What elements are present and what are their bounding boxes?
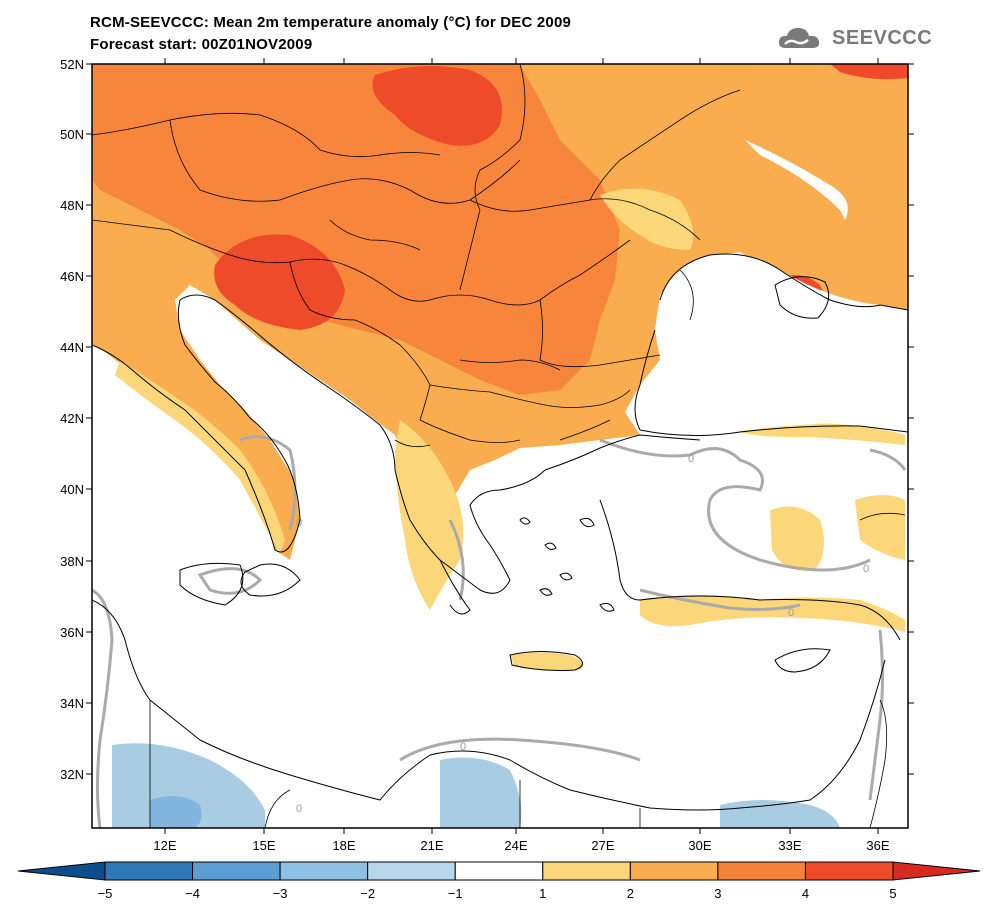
colorbar-box xyxy=(629,861,719,881)
lon-tick-label: 27E xyxy=(591,838,614,853)
lat-tick-label: 48N xyxy=(60,198,84,213)
colorbar-label: −1 xyxy=(448,886,463,901)
slight-warm-ukraine xyxy=(600,188,694,250)
colorbar-label: 1 xyxy=(539,886,546,901)
slight-warm-anatolia-east xyxy=(855,495,905,560)
colorbar-box xyxy=(367,861,456,881)
colorbar-label: 5 xyxy=(889,886,896,901)
contour-label: 0 xyxy=(863,563,869,575)
lon-tick-label: 36E xyxy=(866,838,889,853)
lat-tick-label: 52N xyxy=(60,57,84,72)
seevccc-logo: SEEVCCC xyxy=(776,24,932,52)
lat-tick-label: 36N xyxy=(60,625,84,640)
strong-warm-region xyxy=(92,64,620,395)
colorbar-label: −2 xyxy=(360,886,375,901)
lat-tick-label: 34N xyxy=(60,696,84,711)
colder-anomaly-libya xyxy=(150,796,202,828)
colorbar: −5 −4 −3 −2 −1 1 2 3 4 5 xyxy=(17,861,981,901)
slight-warm-crete xyxy=(510,652,584,671)
lon-tick-label: 30E xyxy=(688,838,711,853)
map-frame xyxy=(91,63,909,829)
colorbar-label: 2 xyxy=(627,886,634,901)
cloud-icon xyxy=(778,28,820,48)
colorbar-box xyxy=(104,861,194,881)
colorbar-label: 3 xyxy=(714,886,721,901)
colorbar-label: −4 xyxy=(185,886,200,901)
lat-tick-label: 44N xyxy=(60,340,84,355)
colorbar-box xyxy=(804,861,894,881)
lon-tick-label: 15E xyxy=(252,838,275,853)
map-area: 0 0 0 0 0 0 xyxy=(92,64,908,828)
contour-label: 0 xyxy=(460,741,466,753)
slight-warm-greece xyxy=(395,420,464,610)
map-title: RCM-SEEVCCC: Mean 2m temperature anomaly… xyxy=(90,14,572,31)
contour-label: 0 xyxy=(688,453,694,465)
colorbar-label: 4 xyxy=(802,886,809,901)
white-patch-ukraine xyxy=(745,140,848,220)
contour-label: 0 xyxy=(296,803,302,815)
hot-spot-pannonia xyxy=(214,234,345,330)
zero-contours xyxy=(92,435,907,828)
hot-spot-northeast xyxy=(830,64,908,80)
lon-tick-label: 18E xyxy=(332,838,355,853)
lat-tick-label: 40N xyxy=(60,482,84,497)
lat-tick-label: 38N xyxy=(60,554,84,569)
colorbar-box xyxy=(454,861,544,881)
adriatic-sea xyxy=(180,300,382,490)
lon-tick-label: 21E xyxy=(420,838,443,853)
latitude-axis: 52N 50N 48N 46N 44N 42N 40N 38N 36N 34N 32N xyxy=(60,57,914,782)
coastlines xyxy=(92,253,908,811)
colorbar-box xyxy=(542,861,631,881)
logo-text: SEEVCCC xyxy=(832,26,933,49)
longitude-axis: 12E 15E 18E 21E 24E 27E 30E 33E 36E xyxy=(153,58,890,853)
slight-warm-italy xyxy=(115,360,285,555)
lat-tick-label: 42N xyxy=(60,411,84,426)
contour-label: 0 xyxy=(788,607,794,619)
lon-tick-label: 12E xyxy=(153,838,176,853)
forecast-start-label: Forecast start: 00Z01NOV2009 xyxy=(90,36,313,53)
colorbar-box xyxy=(717,861,806,881)
black-sea xyxy=(630,254,908,441)
slight-warm-anatolia xyxy=(770,506,824,571)
colorbar-box xyxy=(192,861,281,881)
colorbar-label: −3 xyxy=(273,886,288,901)
lat-tick-label: 32N xyxy=(60,767,84,782)
lat-tick-label: 50N xyxy=(60,127,84,142)
colorbar-right-arrow xyxy=(892,861,981,881)
colorbar-left-arrow xyxy=(17,861,106,881)
lon-tick-label: 33E xyxy=(778,838,801,853)
aegean-sea xyxy=(470,470,614,604)
colorbar-label: −5 xyxy=(98,886,113,901)
lat-tick-label: 46N xyxy=(60,269,84,284)
colorbar-box xyxy=(279,861,369,881)
cold-anomaly-cyrenaica xyxy=(440,757,522,828)
country-borders xyxy=(92,64,906,828)
lon-tick-label: 24E xyxy=(504,838,527,853)
hot-spot-poland xyxy=(372,66,502,146)
